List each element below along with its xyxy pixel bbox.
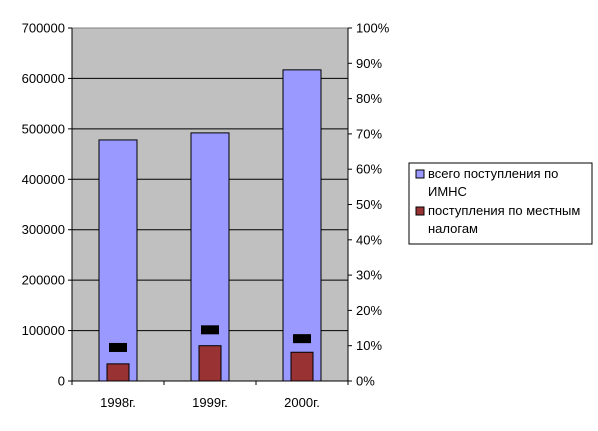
legend-label: ИМНС xyxy=(428,184,467,199)
bars xyxy=(98,69,322,382)
legend-box xyxy=(408,162,593,245)
x-tick-label: 1999г. xyxy=(192,395,228,410)
y2-tick-label: 50% xyxy=(356,197,382,212)
y2-tick-label: 70% xyxy=(356,126,382,141)
y2-tick-label: 60% xyxy=(356,162,382,177)
y-tick-label: 500000 xyxy=(22,121,65,136)
y2-tick-label: 40% xyxy=(356,232,382,247)
x-tick-label: 1998г. xyxy=(100,395,136,410)
y2-tick-label: 90% xyxy=(356,56,382,71)
y-tick-label: 0 xyxy=(58,374,65,389)
x-tick-label: 2000г. xyxy=(284,395,320,410)
percent-marker-0 xyxy=(109,342,127,352)
legend-label: всего поступления по xyxy=(428,166,558,181)
y2-tick-label: 10% xyxy=(356,338,382,353)
y2-axis-ticks: 0% 10% 20% 30% 40% 50% 60% 70% 80% 90% 100% xyxy=(348,21,390,389)
bar-local-0 xyxy=(106,363,130,382)
percent-marker-1 xyxy=(201,325,219,335)
y2-tick-label: 0% xyxy=(356,374,375,389)
legend: всего поступления по ИМНС поступления по м… xyxy=(408,162,593,245)
percent-markers xyxy=(109,325,311,352)
bar-total-2 xyxy=(282,69,322,382)
y-tick-label: 600000 xyxy=(22,71,65,86)
legend-label: поступления по местным xyxy=(428,203,580,218)
y-tick-label: 300000 xyxy=(22,222,65,237)
x-axis-ticks: 1998г. 1999г. 2000г. xyxy=(100,395,320,410)
y2-tick-label: 100% xyxy=(356,21,390,36)
y-tick-label: 700000 xyxy=(22,21,65,36)
y2-tick-label: 80% xyxy=(356,91,382,106)
legend-swatch-1 xyxy=(415,206,425,216)
y-tick-label: 200000 xyxy=(22,273,65,288)
bar-total-1 xyxy=(190,132,230,382)
y2-tick-label: 20% xyxy=(356,303,382,318)
bar-local-1 xyxy=(198,345,222,382)
y-axis-ticks: 0 100000 200000 300000 400000 500000 600000 700… xyxy=(22,21,72,389)
y-tick-label: 100000 xyxy=(22,323,65,338)
legend-swatch-0 xyxy=(415,169,425,179)
bar-total-0 xyxy=(98,139,138,382)
percent-marker-2 xyxy=(293,334,311,344)
bar-local-2 xyxy=(290,351,314,382)
y-tick-label: 400000 xyxy=(22,172,65,187)
y2-tick-label: 30% xyxy=(356,268,382,283)
legend-label: налогам xyxy=(428,221,478,236)
